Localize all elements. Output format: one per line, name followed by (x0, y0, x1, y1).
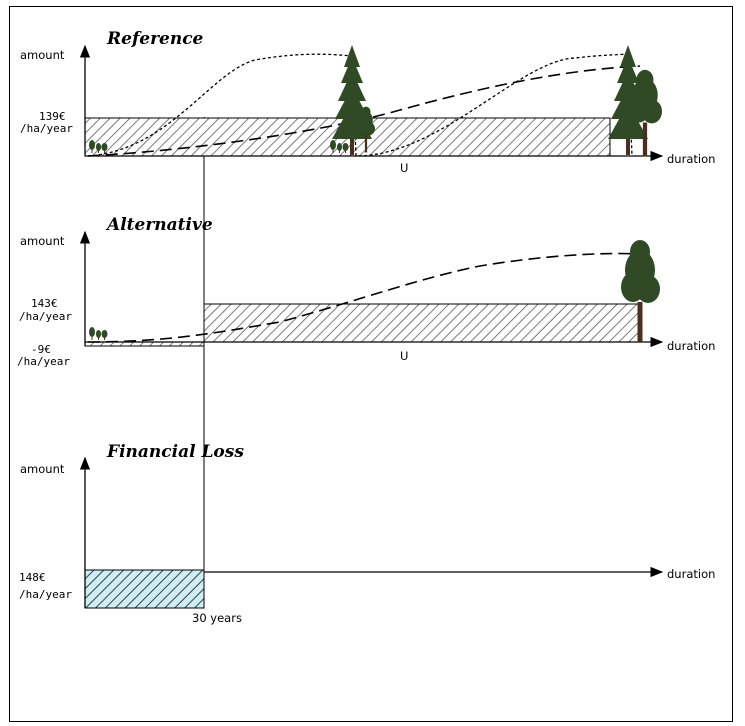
reference-rate-value: 139€ (39, 110, 66, 123)
alternative-revenue-bar (203, 303, 639, 343)
alternative-neg-rate-value: -9€ (31, 343, 51, 356)
seedling-icon (89, 327, 108, 340)
alternative-rate-value: 143€ (31, 297, 58, 310)
alternative-rate-unit: /ha/year (19, 310, 72, 323)
financial-loss-title: Financial Loss (106, 442, 244, 462)
financial-loss-y-label: amount (20, 462, 65, 476)
alternative-rotation-marker: U (400, 349, 408, 363)
reference-growth-curve-conifer (87, 53, 633, 157)
panel-reference: Reference amount duration 139€ /ha/year … (20, 29, 715, 175)
panel-financial-loss: Financial Loss amount duration 148€ /ha/… (19, 442, 715, 625)
alternative-title: Alternative (105, 215, 213, 235)
alternative-growth-curve (87, 252, 641, 343)
reference-y-label: amount (20, 48, 65, 62)
financial-loss-rate-value: 148€ (19, 571, 46, 584)
financial-loss-x-label: duration (667, 567, 715, 581)
reference-rate-unit: /ha/year (20, 122, 73, 135)
alternative-neg-rate-unit: /ha/year (17, 355, 70, 368)
financial-loss-rate-unit: /ha/year (19, 588, 72, 601)
financial-loss-bar (84, 569, 205, 609)
alternative-x-label: duration (667, 339, 715, 353)
panel-alternative: Alternative amount duration 143€ /ha/yea… (17, 215, 715, 368)
reference-growth-curve-broadleaf (87, 65, 641, 157)
alternative-y-label: amount (20, 234, 65, 248)
reference-x-label: duration (667, 152, 715, 166)
reference-title: Reference (106, 29, 204, 49)
thirty-years-label: 30 years (192, 611, 242, 625)
reference-rotation-marker: U (400, 161, 408, 175)
